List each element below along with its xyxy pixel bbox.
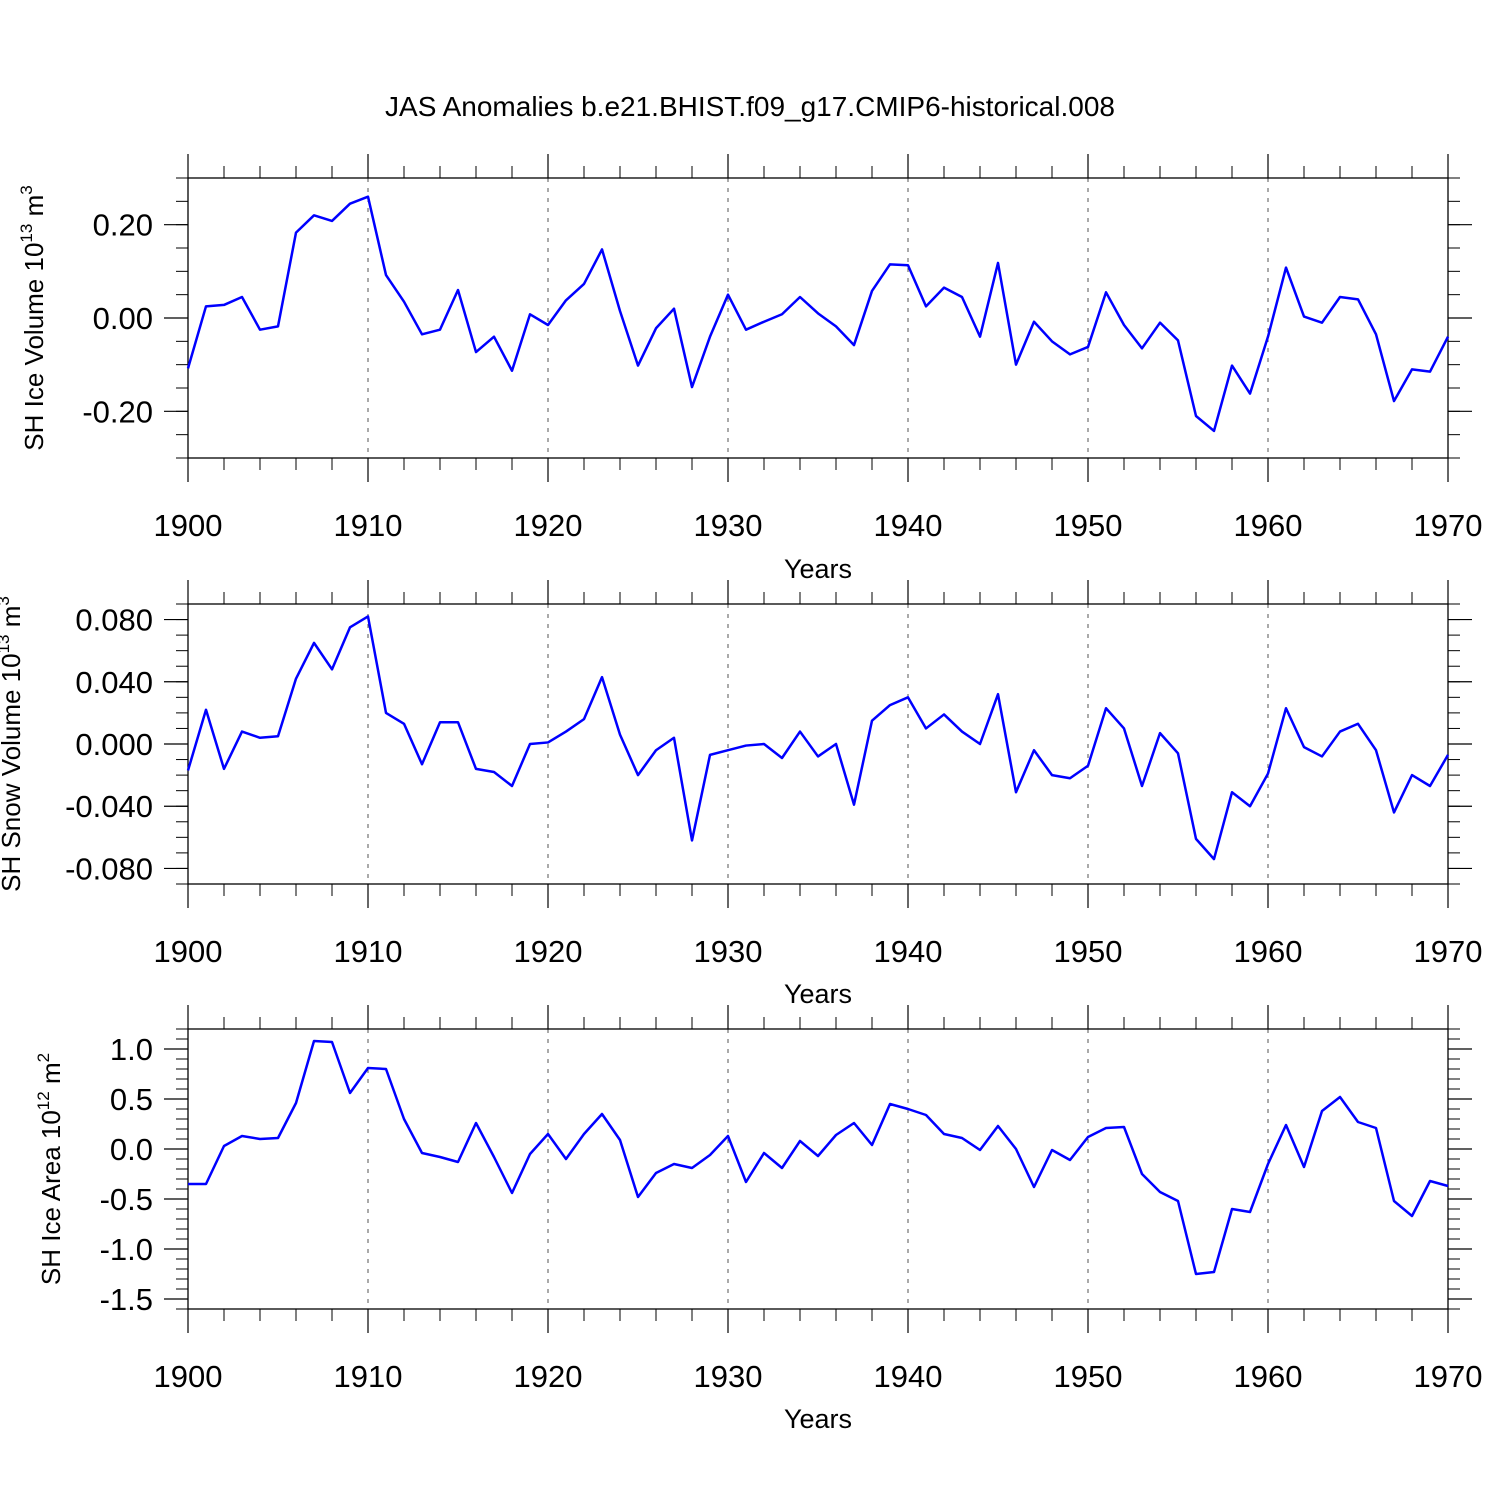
panel-ice-volume: -0.200.000.20 1900 1910 1920 1930 1940 1950 19… <box>17 154 1482 584</box>
y-tick-labels: -0.080 -0.040 0.000 0.040 0.080 <box>65 603 153 887</box>
x-tick-label: 1960 <box>1234 508 1303 543</box>
panel-ice-area: -1.5-1.0-0.50.00.51.0 1900 1910 1920 1930 19… <box>34 1005 1482 1434</box>
y-tick-label: -0.080 <box>65 851 153 886</box>
major-ticks <box>164 154 1472 482</box>
y-tick-label: 0.040 <box>75 665 153 700</box>
major-ticks <box>164 1005 1472 1333</box>
panel-snow-volume: -0.080 -0.040 0.000 0.040 0.080 1900 1910 1920… <box>0 580 1482 1009</box>
x-axis-label: Years <box>784 979 852 1009</box>
y-axis-label: SH Ice Area 1012 m2 <box>34 1053 66 1285</box>
x-tick-label: 1940 <box>874 508 943 543</box>
x-tick-label: 1910 <box>334 508 403 543</box>
x-tick-label: 1930 <box>694 1359 763 1394</box>
y-tick-labels: -1.5 -1.0 -0.5 0.0 0.5 1.0 <box>100 1032 153 1317</box>
x-gridlines <box>367 178 1269 458</box>
x-tick-label: 1910 <box>334 1359 403 1394</box>
plot-frame <box>187 1028 1449 1310</box>
x-tick-label: 1970 <box>1414 508 1483 543</box>
plot-frame <box>187 177 1449 459</box>
x-tick-label: 1950 <box>1054 508 1123 543</box>
x-tick-label: 1950 <box>1054 1359 1123 1394</box>
x-tick-label: 1900 <box>154 1359 223 1394</box>
x-gridlines <box>367 604 1269 884</box>
x-tick-label: 1920 <box>514 508 583 543</box>
series-line-ice-volume <box>186 195 1450 433</box>
y-tick-label: 0.20 <box>93 208 153 243</box>
y-tick-label: 1.0 <box>110 1032 153 1067</box>
x-tick-label: 1930 <box>694 934 763 969</box>
x-tick-labels: 1900 1910 1920 1930 1940 1950 1960 1970 <box>154 508 1483 543</box>
x-tick-label: 1930 <box>694 508 763 543</box>
x-tick-label: 1960 <box>1234 934 1303 969</box>
y-tick-label: -1.5 <box>100 1282 153 1317</box>
y-tick-label: -1.0 <box>100 1232 153 1267</box>
x-tick-label: 1960 <box>1234 1359 1303 1394</box>
data-points <box>187 616 1449 860</box>
plot-frame <box>187 603 1449 885</box>
x-tick-label: 1900 <box>154 508 223 543</box>
x-tick-label: 1970 <box>1414 934 1483 969</box>
x-tick-labels: 1900 1910 1920 1930 1940 1950 1960 1970 <box>154 934 1483 969</box>
x-axis-label: Years <box>784 554 852 584</box>
x-tick-label: 1920 <box>514 1359 583 1394</box>
x-tick-label: 1910 <box>334 934 403 969</box>
x-axis-label: Years <box>784 1404 852 1434</box>
y-tick-label: 0.0 <box>110 1132 153 1167</box>
x-gridlines <box>367 1029 1269 1309</box>
x-tick-label: 1940 <box>874 934 943 969</box>
chart-title: JAS Anomalies b.e21.BHIST.f09_g17.CMIP6-… <box>385 91 1115 122</box>
y-tick-label: 0.5 <box>110 1082 153 1117</box>
data-points <box>187 1040 1449 1275</box>
major-ticks <box>164 580 1472 908</box>
y-tick-label: 0.000 <box>75 727 153 762</box>
x-tick-labels: 1900 1910 1920 1930 1940 1950 1960 1970 <box>154 1359 1483 1394</box>
x-tick-label: 1920 <box>514 934 583 969</box>
minor-ticks <box>176 592 1460 896</box>
y-tick-labels: -0.20 0.00 0.20 <box>82 208 153 430</box>
y-tick-label: 0.00 <box>93 301 153 336</box>
y-axis-label: SH Snow Volume 1013 m3 <box>0 596 26 892</box>
data-points <box>187 196 1449 432</box>
x-tick-label: 1940 <box>874 1359 943 1394</box>
series-line-ice-area <box>188 1039 1449 1276</box>
y-axis-label: SH Ice Volume 1013 m3 <box>17 185 49 450</box>
minor-ticks <box>176 166 1460 470</box>
y-tick-label: -0.040 <box>65 789 153 824</box>
y-tick-label: -0.5 <box>100 1182 153 1217</box>
y-tick-label: -0.20 <box>82 394 153 429</box>
x-tick-label: 1900 <box>154 934 223 969</box>
x-tick-label: 1970 <box>1414 1359 1483 1394</box>
x-tick-label: 1950 <box>1054 934 1123 969</box>
y-tick-label: 0.080 <box>75 603 153 638</box>
series-line-snow-volume <box>186 615 1450 861</box>
